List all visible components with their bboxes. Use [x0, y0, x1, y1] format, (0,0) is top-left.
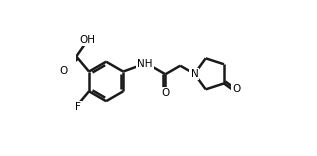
Text: NH: NH [137, 59, 152, 69]
Text: OH: OH [80, 35, 96, 45]
Text: O: O [232, 84, 241, 94]
Text: O: O [59, 66, 67, 76]
Text: F: F [75, 102, 81, 112]
Text: N: N [191, 69, 198, 79]
Text: O: O [161, 88, 170, 98]
